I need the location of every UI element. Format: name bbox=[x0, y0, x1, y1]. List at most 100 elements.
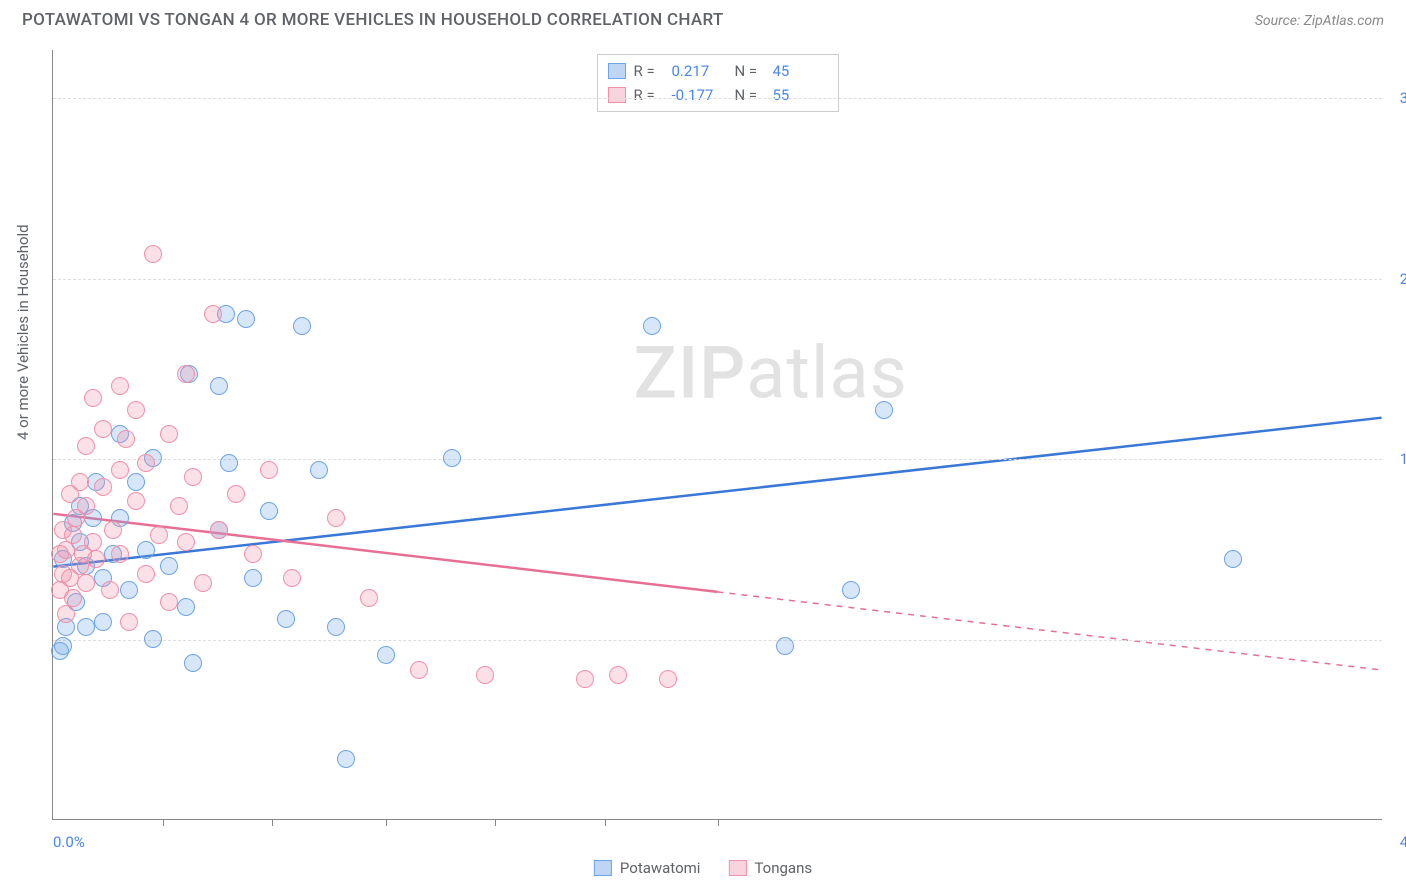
data-point bbox=[94, 478, 112, 496]
swatch-pink-icon bbox=[608, 87, 626, 103]
data-point bbox=[160, 557, 178, 575]
data-point bbox=[220, 454, 238, 472]
legend-correlation: R = 0.217 N = 45 R = -0.177 N = 55 bbox=[597, 54, 839, 112]
data-point bbox=[84, 533, 102, 551]
data-point bbox=[327, 509, 345, 527]
data-point bbox=[194, 574, 212, 592]
y-tick-label: 22.5% bbox=[1400, 270, 1406, 288]
data-point bbox=[84, 389, 102, 407]
swatch-blue-icon bbox=[594, 860, 612, 876]
data-point bbox=[260, 502, 278, 520]
data-point bbox=[237, 310, 255, 328]
gridline bbox=[53, 98, 1382, 99]
data-point bbox=[94, 613, 112, 631]
title-bar: POTAWATOMI VS TONGAN 4 OR MORE VEHICLES … bbox=[0, 0, 1406, 38]
scatter-plot: ZIPatlas R = 0.217 N = 45 R = -0.177 N =… bbox=[52, 50, 1382, 820]
data-point bbox=[64, 589, 82, 607]
data-point bbox=[277, 610, 295, 628]
data-point bbox=[576, 670, 594, 688]
source-text: Source: ZipAtlas.com bbox=[1255, 13, 1384, 29]
data-point bbox=[227, 485, 245, 503]
data-point bbox=[776, 637, 794, 655]
data-point bbox=[54, 637, 72, 655]
data-point bbox=[177, 365, 195, 383]
data-point bbox=[260, 461, 278, 479]
data-point bbox=[111, 377, 129, 395]
data-point bbox=[875, 401, 893, 419]
data-point bbox=[111, 545, 129, 563]
data-point bbox=[150, 526, 168, 544]
data-point bbox=[184, 468, 202, 486]
trend-line-dashed bbox=[718, 592, 1382, 670]
swatch-blue-icon bbox=[608, 63, 626, 79]
data-point bbox=[659, 670, 677, 688]
x-tick bbox=[163, 819, 164, 826]
data-point bbox=[476, 666, 494, 684]
data-point bbox=[244, 545, 262, 563]
x-tick bbox=[718, 819, 719, 826]
data-point bbox=[137, 541, 155, 559]
data-point bbox=[77, 618, 95, 636]
gridline bbox=[53, 279, 1382, 280]
legend-row-potawatomi: R = 0.217 N = 45 bbox=[608, 59, 828, 83]
data-point bbox=[104, 521, 122, 539]
data-point bbox=[120, 613, 138, 631]
data-point bbox=[177, 533, 195, 551]
legend-item-potawatomi: Potawatomi bbox=[594, 859, 701, 877]
trend-lines bbox=[53, 50, 1382, 819]
data-point bbox=[137, 454, 155, 472]
data-point bbox=[204, 305, 222, 323]
legend-series: Potawatomi Tongans bbox=[594, 859, 812, 877]
data-point bbox=[410, 661, 428, 679]
data-point bbox=[210, 377, 228, 395]
data-point bbox=[71, 473, 89, 491]
data-point bbox=[643, 317, 661, 335]
data-point bbox=[327, 618, 345, 636]
legend-item-tongans: Tongans bbox=[728, 859, 812, 877]
data-point bbox=[111, 461, 129, 479]
data-point bbox=[77, 437, 95, 455]
data-point bbox=[184, 654, 202, 672]
data-point bbox=[842, 581, 860, 599]
x-min-label: 0.0% bbox=[53, 833, 85, 851]
swatch-pink-icon bbox=[728, 860, 746, 876]
gridline bbox=[53, 459, 1382, 460]
data-point bbox=[117, 430, 135, 448]
data-point bbox=[87, 550, 105, 568]
trend-line-solid bbox=[53, 418, 1381, 567]
data-point bbox=[609, 666, 627, 684]
data-point bbox=[283, 569, 301, 587]
y-tick-label: 15.0% bbox=[1400, 450, 1406, 468]
data-point bbox=[160, 425, 178, 443]
x-max-label: 40.0% bbox=[1400, 833, 1406, 851]
data-point bbox=[144, 245, 162, 263]
data-point bbox=[337, 750, 355, 768]
data-point bbox=[120, 581, 138, 599]
data-point bbox=[177, 598, 195, 616]
x-tick bbox=[272, 819, 273, 826]
legend-row-tongans: R = -0.177 N = 55 bbox=[608, 83, 828, 107]
gridline bbox=[53, 640, 1382, 641]
y-tick-label: 30.0% bbox=[1400, 89, 1406, 107]
data-point bbox=[1224, 550, 1242, 568]
chart-title: POTAWATOMI VS TONGAN 4 OR MORE VEHICLES … bbox=[22, 10, 724, 30]
data-point bbox=[377, 646, 395, 664]
data-point bbox=[310, 461, 328, 479]
data-point bbox=[160, 593, 178, 611]
data-point bbox=[127, 473, 145, 491]
data-point bbox=[210, 521, 228, 539]
data-point bbox=[57, 605, 75, 623]
x-tick bbox=[605, 819, 606, 826]
data-point bbox=[170, 497, 188, 515]
x-tick bbox=[386, 819, 387, 826]
data-point bbox=[94, 420, 112, 438]
data-point bbox=[64, 526, 82, 544]
data-point bbox=[137, 565, 155, 583]
data-point bbox=[127, 492, 145, 510]
data-point bbox=[244, 569, 262, 587]
data-point bbox=[127, 401, 145, 419]
x-tick bbox=[495, 819, 496, 826]
data-point bbox=[144, 630, 162, 648]
y-axis-label: 4 or more Vehicles in Household bbox=[14, 224, 32, 440]
data-point bbox=[77, 574, 95, 592]
